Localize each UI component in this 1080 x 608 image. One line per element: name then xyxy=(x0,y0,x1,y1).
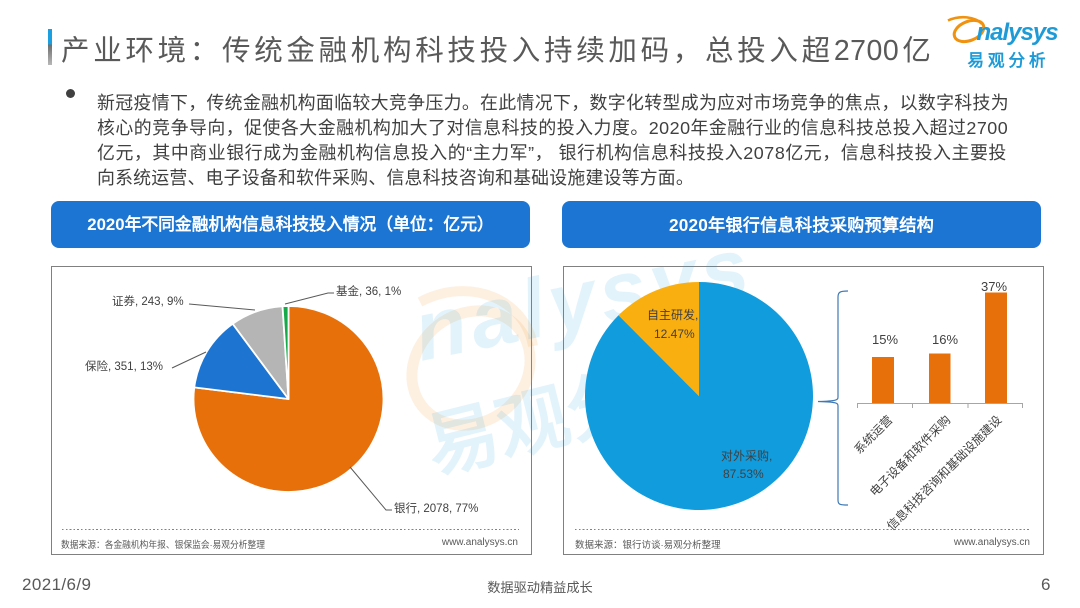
svg-text:nalysys: nalysys xyxy=(977,19,1059,46)
svg-text:易观分析: 易观分析 xyxy=(968,50,1050,70)
